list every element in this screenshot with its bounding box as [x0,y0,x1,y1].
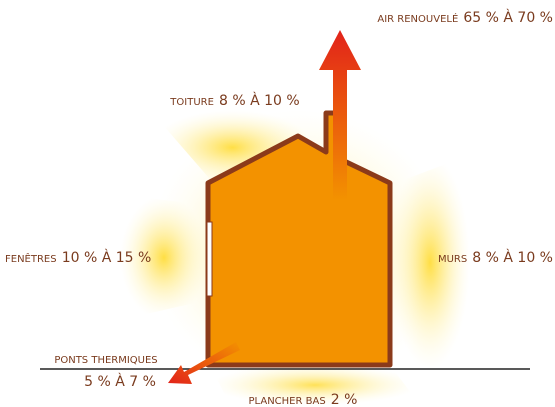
windows-label: FENÊTRES 10 % À 15 % [5,247,151,266]
bridge-arrow [168,342,240,384]
label-name: AIR RENOUVELÉ [377,12,458,25]
label-value: 8 % À 10 % [472,249,553,266]
window [206,221,213,297]
bridges-value: 5 % À 7 % [84,373,156,390]
air-arrow [319,30,361,200]
label-value: 65 % À 70 % [463,9,553,26]
label-name: TOITURE [169,97,214,108]
bridges-name: PONTS THERMIQUES [54,355,157,366]
air-label: AIR RENOUVELÉ 65 % À 70 % [377,7,553,26]
label-value: 8 % À 10 % [219,92,300,109]
walls-label: MURS 8 % À 10 % [438,247,553,266]
label-value: 10 % À 15 % [62,249,152,266]
label-name: PLANCHER BAS [249,396,326,407]
label-value: 2 % [331,392,358,407]
floor-label: PLANCHER BAS 2 % [249,389,358,407]
roof-label: TOITURE 8 % À 10 % [169,90,299,109]
label-name: FENÊTRES [5,252,57,265]
label-name: MURS [438,254,467,265]
